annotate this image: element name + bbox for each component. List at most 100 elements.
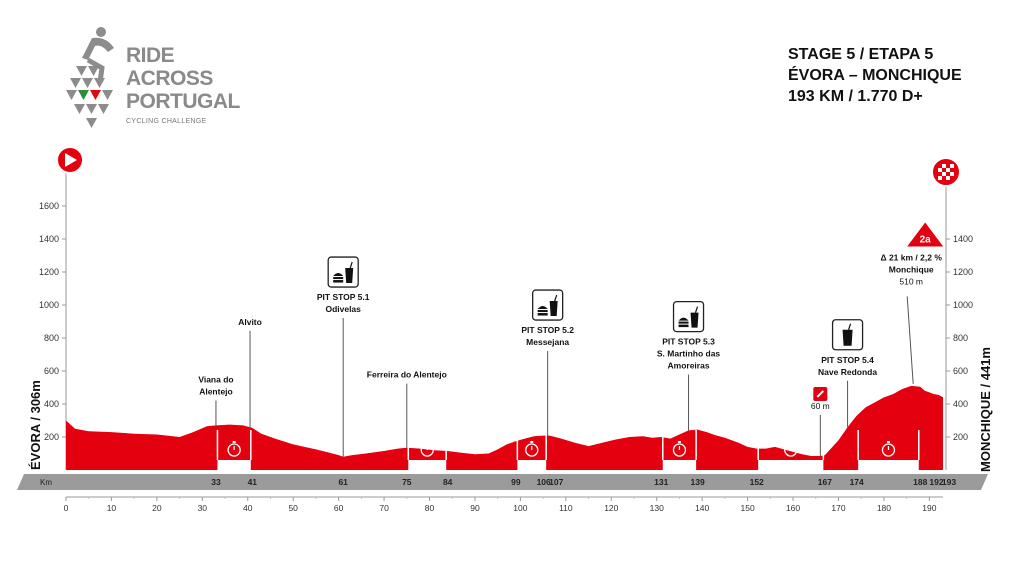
segment-gap <box>217 460 251 470</box>
climb-category-label: 2a <box>920 234 932 245</box>
low-point-arrow <box>816 390 825 398</box>
logo-triangle <box>88 66 99 76</box>
burger-top <box>333 273 344 277</box>
annotation-text: Δ 21 km / 2,2 % <box>880 252 942 262</box>
annotation-text: PIT STOP 5.4 <box>821 355 874 365</box>
cup <box>549 301 558 317</box>
annotation-text: Amoreiras <box>668 361 710 371</box>
burger-bottom <box>537 313 548 316</box>
logo-triangle <box>70 78 81 88</box>
x-tick-label: 0 <box>64 503 69 513</box>
checker-cell <box>938 164 942 168</box>
burger-bottom <box>333 280 344 283</box>
stopwatch-crown <box>789 441 793 443</box>
stage-info: STAGE 5 / ETAPA 5 ÉVORA – MONCHIQUE 193 … <box>788 44 962 107</box>
logo-triangle <box>82 78 93 88</box>
straw <box>554 294 558 302</box>
annotation-text: Viana do <box>198 375 233 385</box>
right-tick-label: 1400 <box>953 234 973 244</box>
km-marker-label: 84 <box>443 477 453 487</box>
km-marker-label: 99 <box>511 477 521 487</box>
start-altitude-label: ÉVORA / 306m <box>28 380 43 470</box>
annotation-text: 60 m <box>811 401 830 411</box>
x-tick-label: 40 <box>243 503 253 513</box>
drink-icon <box>831 319 864 351</box>
stage-summary: 193 KM / 1.770 D+ <box>788 88 923 105</box>
logo-triangle <box>90 90 101 100</box>
left-tick-label: 400 <box>44 399 59 409</box>
logo-word-2: ACROSS <box>126 67 213 90</box>
checker-cell <box>942 164 946 168</box>
marker-line <box>906 296 914 384</box>
burger-mid <box>333 277 344 280</box>
x-tick-label: 90 <box>470 503 480 513</box>
finish-altitude-label: MONCHIQUE / 441m <box>978 347 993 472</box>
logo-triangle <box>86 104 97 114</box>
x-tick-label: 30 <box>198 503 208 513</box>
left-tick-label: 800 <box>44 333 59 343</box>
km-marker-label: 192 <box>929 477 943 487</box>
x-tick-label: 140 <box>695 503 709 513</box>
burger-top <box>537 306 548 310</box>
stopwatch-icon <box>525 443 539 457</box>
play-arrow-icon <box>65 153 77 167</box>
km-marker-label: 139 <box>691 477 705 487</box>
cup <box>842 329 853 346</box>
checker-cell <box>946 164 950 168</box>
right-tick-label: 600 <box>953 366 968 376</box>
logo-triangle <box>78 90 89 100</box>
x-tick-label: 100 <box>513 503 527 513</box>
x-tick-label: 10 <box>107 503 117 513</box>
km-band-label: Km <box>40 478 52 487</box>
km-band-bar <box>17 474 988 490</box>
left-tick-label: 1200 <box>39 267 59 277</box>
food-drink-icon <box>672 300 705 333</box>
checker-cell <box>938 176 942 180</box>
x-tick-label: 60 <box>334 503 344 513</box>
left-tick-label: 1400 <box>39 234 59 244</box>
stopwatch-crown <box>232 441 236 443</box>
burger-mid <box>678 321 689 324</box>
axis-layer: 200 400 600 800 1000 1200 1400 1600 200 400 600 800… <box>39 190 973 470</box>
annotations: Viana do Alentejo Alvito Ferreira do Alente… <box>198 222 944 457</box>
checker-cell <box>950 172 954 176</box>
stage-title: STAGE 5 / ETAPA 5 <box>788 46 934 63</box>
km-marker-label: 174 <box>850 477 864 487</box>
logo-triangle <box>98 104 109 114</box>
x-tick-label: 80 <box>425 503 435 513</box>
right-tick-label: 400 <box>953 399 968 409</box>
segment-gap <box>858 460 919 470</box>
climb-category-icon <box>907 222 944 247</box>
logo-triangle <box>86 118 97 128</box>
logo-word-1: RIDE <box>126 44 175 67</box>
checker-cell <box>946 168 950 172</box>
logo-triangle <box>102 90 113 100</box>
right-tick-label: 800 <box>953 333 968 343</box>
km-marker-label: 152 <box>750 477 764 487</box>
km-marker-label: 61 <box>338 477 348 487</box>
checker-cell <box>942 168 946 172</box>
x-tick-label: 50 <box>288 503 298 513</box>
x-tick-label: 130 <box>650 503 664 513</box>
stopwatch-crown <box>530 441 534 443</box>
annotation-text: Alvito <box>238 317 262 327</box>
logo-triangle <box>94 78 105 88</box>
checker-cell <box>946 172 950 176</box>
x-tick-label: 120 <box>604 503 618 513</box>
timed-segments <box>216 430 920 470</box>
checker-cell <box>942 172 946 176</box>
stopwatch-crown <box>886 441 890 443</box>
left-tick-label: 1000 <box>39 300 59 310</box>
cup <box>690 312 699 328</box>
x-tick-label: 160 <box>786 503 800 513</box>
logo-word-3: PORTUGAL <box>126 90 240 113</box>
km-marker-label: 107 <box>549 477 563 487</box>
km-marker-label: 167 <box>818 477 832 487</box>
annotation-text: 510 m <box>899 276 923 286</box>
food-drink-icon <box>532 289 564 321</box>
x-tick-label: 110 <box>559 503 573 513</box>
segment-gap <box>662 460 697 470</box>
x-axis: 0 10 20 30 40 50 60 70 80 90 100 110 120 130 140 150 160… <box>64 496 943 513</box>
burger-bottom <box>678 324 689 328</box>
km-marker-label: 188 <box>913 477 927 487</box>
